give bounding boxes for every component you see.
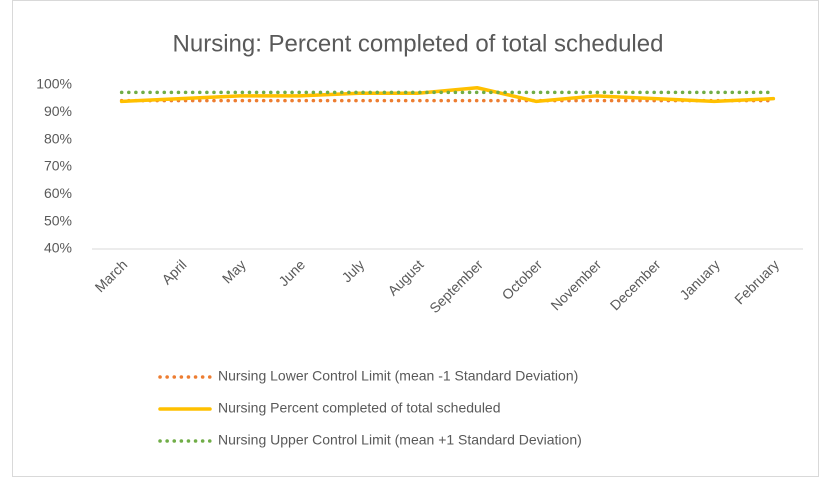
y-tick-label: 100% xyxy=(36,76,72,92)
y-tick-label: 80% xyxy=(44,130,72,146)
chart-title: Nursing: Percent completed of total sche… xyxy=(173,30,664,57)
legend-label: Nursing Upper Control Limit (mean +1 Sta… xyxy=(218,432,582,448)
y-tick-label: 40% xyxy=(44,240,72,256)
legend-label: Nursing Lower Control Limit (mean -1 Sta… xyxy=(218,368,578,384)
chart-frame xyxy=(12,0,819,477)
y-tick-label: 60% xyxy=(44,185,72,201)
legend-label: Nursing Percent completed of total sched… xyxy=(218,400,501,416)
series-line xyxy=(119,85,776,104)
y-tick-label: 90% xyxy=(44,103,72,119)
y-tick-label: 50% xyxy=(44,212,72,228)
y-tick-label: 70% xyxy=(44,158,72,174)
